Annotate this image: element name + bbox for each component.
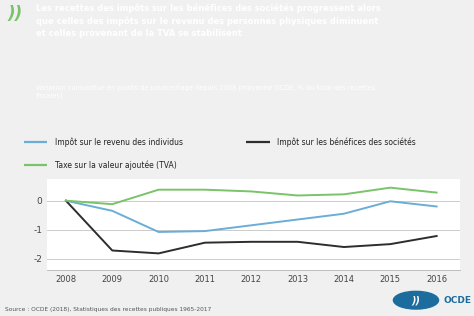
- Text: Impôt sur les bénéfices des sociétés: Impôt sur les bénéfices des sociétés: [277, 137, 416, 147]
- Text: Source : OCDE (2018), Statistiques des recettes publiques 1965-2017: Source : OCDE (2018), Statistiques des r…: [5, 307, 211, 312]
- Text: Variation cumulative en points de pourcentage depuis 2008 (moyenne OCDE, % du to: Variation cumulative en points de pource…: [36, 84, 375, 99]
- Text: Les recettes des impôts sur les bénéfices des sociétés progressent alors
que cel: Les recettes des impôts sur les bénéfice…: [36, 4, 380, 39]
- Text: )): )): [411, 295, 420, 305]
- Circle shape: [393, 291, 438, 309]
- Text: Taxe sur la valeur ajoutée (TVA): Taxe sur la valeur ajoutée (TVA): [55, 160, 176, 170]
- Text: OCDE: OCDE: [443, 296, 471, 305]
- Text: Impôt sur le revenu des individus: Impôt sur le revenu des individus: [55, 137, 182, 147]
- Text: )): )): [7, 5, 34, 23]
